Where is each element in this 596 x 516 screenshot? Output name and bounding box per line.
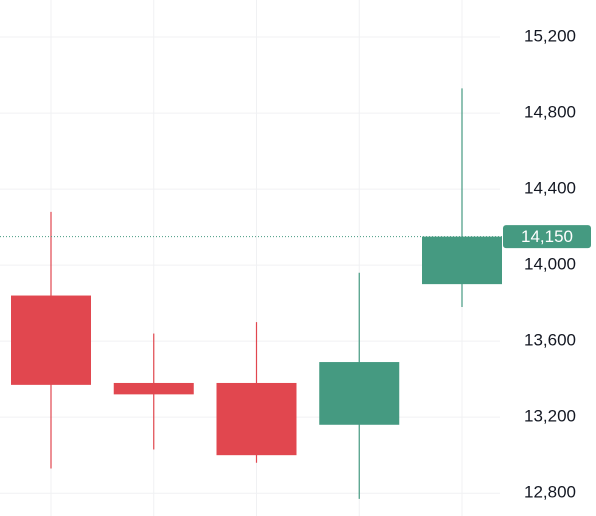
- last-price-box: [503, 225, 591, 249]
- candle-body: [113, 382, 194, 395]
- y-tick-label: 13,200: [524, 407, 576, 426]
- candle-body: [422, 236, 502, 285]
- candle-body: [319, 362, 400, 425]
- y-tick-label: 14,800: [524, 103, 576, 122]
- y-tick-label: 12,800: [524, 483, 576, 502]
- candle-body: [216, 382, 297, 456]
- y-tick-label: 14,400: [524, 179, 576, 198]
- y-tick-label: 13,600: [524, 331, 576, 350]
- y-tick-label: 15,200: [524, 27, 576, 46]
- candle-body: [11, 295, 91, 385]
- y-tick-label: 14,000: [524, 255, 576, 274]
- last-price-label: 14,150: [521, 227, 573, 246]
